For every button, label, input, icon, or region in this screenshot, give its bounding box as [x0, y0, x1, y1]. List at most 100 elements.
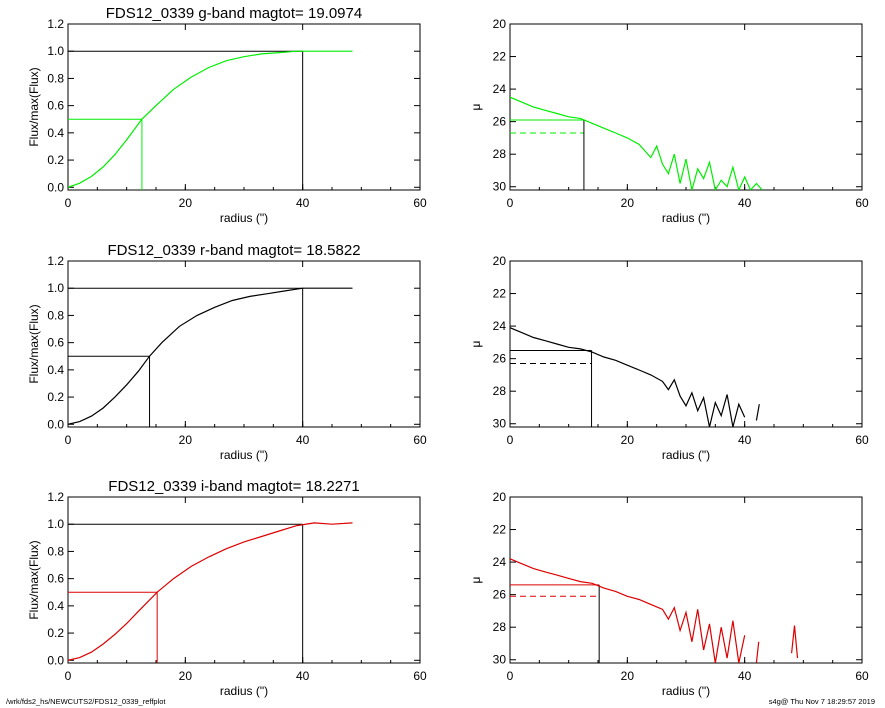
y-tick-label: 20	[493, 490, 507, 504]
x-axis-label: radius (")	[220, 211, 268, 225]
x-tick-label: 20	[179, 669, 193, 683]
y-axis-label: μ	[469, 340, 483, 347]
y-tick-label: 22	[493, 50, 507, 64]
panel-4: 0 20 40 60 20 22 24 26 28 30 radius (") μ	[469, 254, 869, 462]
x-tick-label: 20	[621, 433, 635, 447]
plot-frame	[509, 496, 863, 664]
x-tick-label: 60	[413, 196, 427, 210]
y-tick-label: 0.8	[47, 71, 64, 85]
panel-title: FDS12_0339 i-band magtot= 18.2271	[108, 478, 359, 495]
y-axis-label: Flux/max(Flux)	[27, 67, 41, 146]
panel-3: 0 20 40 60 0.0 0.2 0.4 0.6 0.8 1.0 1.2 radius (") Fl…	[27, 242, 427, 462]
y-tick-label: 30	[493, 417, 507, 431]
panel-5: 0 20 40 60 0.0 0.2 0.4 0.6 0.8 1.0 1.2 radius (") Fl…	[27, 478, 427, 698]
y-tick-label: 0.0	[47, 653, 64, 667]
x-tick-label: 40	[296, 433, 310, 447]
y-tick-label: 30	[493, 653, 507, 667]
x-tick-label: 60	[855, 196, 869, 210]
x-axis-label: radius (")	[662, 684, 710, 698]
data-series-line	[755, 404, 760, 421]
data-series-line	[510, 327, 746, 427]
data-series-line	[68, 50, 353, 188]
y-tick-label: 0.4	[47, 599, 64, 613]
data-series-line	[68, 287, 353, 425]
y-tick-label: 1.0	[47, 281, 64, 295]
x-tick-label: 60	[855, 433, 869, 447]
x-tick-label: 20	[621, 196, 635, 210]
x-tick-label: 40	[738, 433, 752, 447]
y-tick-label: 22	[493, 287, 507, 301]
data-series-line	[510, 96, 763, 190]
plot-frame	[509, 260, 863, 428]
x-tick-label: 20	[179, 433, 193, 447]
data-series-line	[791, 625, 799, 659]
y-axis-label: Flux/max(Flux)	[27, 304, 41, 383]
panel-1: 0 20 40 60 0.0 0.2 0.4 0.6 0.8 1.0 1.2 radius (") Fl…	[27, 5, 427, 225]
y-tick-label: 0.4	[47, 126, 64, 140]
x-axis-label: radius (")	[220, 448, 268, 462]
x-tick-label: 0	[65, 669, 72, 683]
y-axis-label: μ	[469, 576, 483, 583]
y-tick-label: 26	[493, 115, 507, 129]
footer-stamp: s4g@ Thu Nov 7 18:29:57 2019	[768, 697, 875, 706]
x-tick-label: 40	[296, 196, 310, 210]
y-tick-label: 24	[493, 555, 507, 569]
y-tick-label: 26	[493, 352, 507, 366]
y-tick-label: 28	[493, 147, 507, 161]
y-tick-label: 24	[493, 319, 507, 333]
footer-path: /wrk/fds2_hs/NEWCUTS2/FDS12_0339_reffplo…	[6, 697, 166, 706]
y-tick-label: 0.6	[47, 572, 64, 586]
y-tick-label: 1.0	[47, 44, 64, 58]
y-tick-label: 1.2	[47, 17, 64, 31]
y-tick-label: 0.0	[47, 180, 64, 194]
plot-frame	[509, 23, 863, 191]
y-tick-label: 30	[493, 180, 507, 194]
x-tick-label: 40	[296, 669, 310, 683]
plot-frame	[67, 260, 421, 428]
x-axis-label: radius (")	[662, 448, 710, 462]
x-tick-label: 20	[621, 669, 635, 683]
panel-title: FDS12_0339 r-band magtot= 18.5822	[107, 242, 360, 259]
plot-frame	[67, 496, 421, 664]
x-tick-label: 60	[413, 669, 427, 683]
y-tick-label: 0.6	[47, 99, 64, 113]
y-tick-label: 0.0	[47, 417, 64, 431]
y-axis-label: Flux/max(Flux)	[27, 540, 41, 619]
data-series-line	[510, 558, 746, 663]
y-tick-label: 0.8	[47, 544, 64, 558]
y-tick-label: 26	[493, 588, 507, 602]
y-tick-label: 0.4	[47, 363, 64, 377]
x-tick-label: 40	[738, 196, 752, 210]
x-tick-label: 0	[507, 196, 514, 210]
x-tick-label: 0	[65, 433, 72, 447]
y-tick-label: 0.2	[47, 390, 64, 404]
x-tick-label: 0	[65, 196, 72, 210]
y-axis-label: μ	[469, 103, 483, 110]
panel-2: 0 20 40 60 20 22 24 26 28 30 radius (") μ	[469, 17, 869, 225]
panel-title: FDS12_0339 g-band magtot= 19.0974	[106, 5, 362, 22]
y-tick-label: 1.0	[47, 517, 64, 531]
x-tick-label: 0	[507, 669, 514, 683]
y-tick-label: 20	[493, 254, 507, 268]
x-tick-label: 60	[855, 669, 869, 683]
x-tick-label: 0	[507, 433, 514, 447]
y-tick-label: 28	[493, 384, 507, 398]
x-tick-label: 20	[179, 196, 193, 210]
x-axis-label: radius (")	[662, 211, 710, 225]
y-tick-label: 0.6	[47, 336, 64, 350]
y-tick-label: 1.2	[47, 490, 64, 504]
data-series-line	[68, 522, 353, 661]
y-tick-label: 1.2	[47, 254, 64, 268]
y-tick-label: 0.2	[47, 153, 64, 167]
y-tick-label: 0.2	[47, 626, 64, 640]
x-tick-label: 40	[738, 669, 752, 683]
plot-frame	[67, 23, 421, 191]
x-tick-label: 60	[413, 433, 427, 447]
y-tick-label: 28	[493, 620, 507, 634]
x-axis-label: radius (")	[220, 684, 268, 698]
y-tick-label: 22	[493, 523, 507, 537]
y-tick-label: 0.8	[47, 308, 64, 322]
y-tick-label: 20	[493, 17, 507, 31]
panel-6: 0 20 40 60 20 22 24 26 28 30 radius (") μ	[469, 490, 869, 698]
